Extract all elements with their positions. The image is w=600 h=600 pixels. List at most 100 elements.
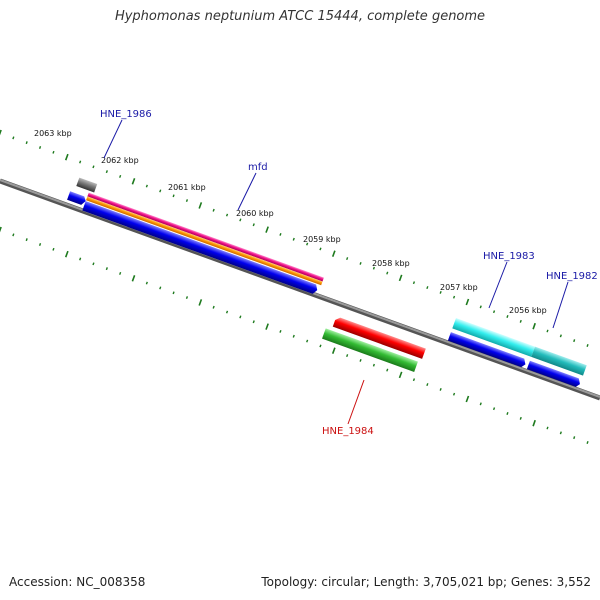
ruler-minor-tick — [412, 281, 416, 285]
gene-feature-hne1986-gray[interactable] — [76, 177, 98, 193]
gene-feature-mfd-blue[interactable] — [82, 201, 319, 295]
ruler-major-tick — [64, 250, 69, 258]
ruler-minor-tick — [519, 416, 522, 420]
gene-label-mfd[interactable]: mfd — [248, 162, 268, 173]
leader-mfd — [237, 172, 257, 211]
gene-features — [67, 177, 587, 388]
ruler-minor-tick — [452, 295, 456, 299]
ruler-minor-tick — [546, 329, 549, 333]
ruler-major-tick — [131, 178, 136, 185]
ruler-minor-tick — [306, 339, 309, 343]
ruler-minor-tick — [386, 271, 389, 275]
ruler-major-tick — [331, 347, 336, 354]
gene-label-hne1983[interactable]: HNE_1983 — [483, 251, 535, 262]
ruler-major-tick — [465, 298, 470, 306]
ruler-minor-tick — [52, 247, 55, 251]
gene-feature-hne1982-teal[interactable] — [531, 346, 587, 376]
ruler-minor-tick — [105, 170, 108, 174]
ruler-minor-tick — [519, 319, 522, 323]
ruler-major-tick — [532, 322, 536, 330]
ruler-major-tick — [331, 250, 336, 257]
ruler-major-tick — [532, 419, 536, 427]
ruler-minor-tick — [172, 291, 175, 295]
ruler-minor-tick — [105, 267, 108, 271]
gene-labels: HNE_1986 mfd HNE_1983 HNE_1982 HNE_1984 — [100, 109, 598, 437]
ruler-minor-tick — [492, 407, 496, 411]
ruler-minor-tick — [426, 383, 429, 387]
ruler-minor-tick — [12, 233, 15, 237]
ruler-minor-tick — [12, 136, 15, 140]
ruler-minor-tick — [145, 281, 148, 285]
ruler-major-tick — [198, 299, 203, 306]
gene-feature-hne1986-blue[interactable] — [67, 191, 87, 206]
ruler-minor-tick — [79, 257, 82, 261]
ruler-minor-tick — [25, 238, 28, 242]
ruler-minor-tick — [479, 305, 482, 309]
ruler-minor-tick — [506, 412, 509, 415]
ruler-major-tick — [265, 323, 269, 330]
ruler-minor-tick — [439, 290, 442, 294]
gene-feature-hne1984-red[interactable] — [332, 316, 426, 359]
ruler-minor-tick — [492, 310, 496, 314]
ruler-major-tick — [465, 395, 470, 403]
gene-label-hne1986[interactable]: HNE_1986 — [100, 109, 152, 120]
ruler-minor-tick — [279, 329, 282, 333]
accession-text: Accession: NC_008358 — [9, 575, 146, 589]
ruler-minor-tick — [426, 286, 429, 290]
ruler-minor-tick — [319, 344, 322, 348]
ruler-minor-tick — [412, 378, 416, 382]
ruler-label-2056: 2056 kbp — [509, 306, 547, 315]
gene-label-hne1984[interactable]: HNE_1984 — [322, 426, 374, 437]
leader-hne1984 — [347, 379, 365, 425]
ruler-minor-tick — [92, 262, 95, 266]
ruler-minor-tick — [212, 305, 215, 309]
genome-summary-text: Topology: circular; Length: 3,705,021 bp… — [261, 575, 591, 589]
ruler-minor-tick — [292, 334, 295, 338]
ruler-minor-tick — [159, 286, 162, 290]
ruler-minor-tick — [452, 392, 456, 396]
ruler-upper-ticks — [0, 129, 589, 347]
gene-label-hne1982[interactable]: HNE_1982 — [546, 271, 598, 282]
ruler-label-2060: 2060 kbp — [236, 209, 274, 218]
ruler-major-tick — [131, 275, 136, 282]
gene-feature-mfd-orange[interactable] — [86, 196, 323, 286]
ruler-minor-tick — [586, 344, 589, 347]
ruler-label-2059: 2059 kbp — [303, 235, 341, 244]
gene-label-leaders — [103, 119, 569, 425]
ruler-minor-tick — [359, 358, 362, 362]
ruler-major-tick — [198, 202, 203, 209]
gene-feature-hne1983-cyan[interactable] — [452, 318, 536, 357]
ruler-minor-tick — [119, 174, 122, 178]
ruler-minor-tick — [252, 320, 255, 324]
ruler-label-2061: 2061 kbp — [168, 183, 206, 192]
ruler-minor-tick — [225, 213, 229, 217]
genome-title: Hyphomonas neptunium ATCC 15444, complet… — [114, 9, 486, 24]
ruler-minor-tick — [319, 247, 322, 251]
ruler-minor-tick — [359, 261, 362, 265]
ruler-minor-tick — [292, 237, 295, 241]
ruler-major-tick — [265, 226, 269, 233]
ruler-labels: 2063 kbp 2062 kbp 2061 kbp 2060 kbp 2059… — [34, 129, 547, 315]
ruler-minor-tick — [506, 315, 509, 318]
ruler-minor-tick — [439, 387, 442, 391]
ruler-major-tick — [398, 371, 403, 379]
ruler-minor-tick — [586, 441, 589, 444]
ruler-label-2062: 2062 kbp — [101, 156, 139, 165]
gene-feature-hne1984-green[interactable] — [322, 328, 418, 373]
ruler-minor-tick — [38, 243, 42, 246]
ruler-minor-tick — [212, 208, 215, 212]
ruler-minor-tick — [306, 242, 309, 246]
ruler-minor-tick — [559, 334, 562, 338]
ruler-minor-tick — [239, 315, 242, 319]
ruler-minor-tick — [372, 363, 375, 367]
ruler-minor-tick — [25, 141, 28, 145]
leader-hne1986 — [103, 119, 123, 159]
ruler-minor-tick — [573, 436, 576, 440]
gene-feature-mfd-pink[interactable] — [87, 192, 324, 282]
gene-feature-hne1982-blue[interactable] — [526, 360, 582, 388]
gene-feature-hne1983-blue[interactable] — [447, 332, 527, 368]
ruler-minor-tick — [185, 296, 189, 300]
ruler-minor-tick — [119, 271, 122, 275]
ruler-minor-tick — [279, 232, 282, 236]
